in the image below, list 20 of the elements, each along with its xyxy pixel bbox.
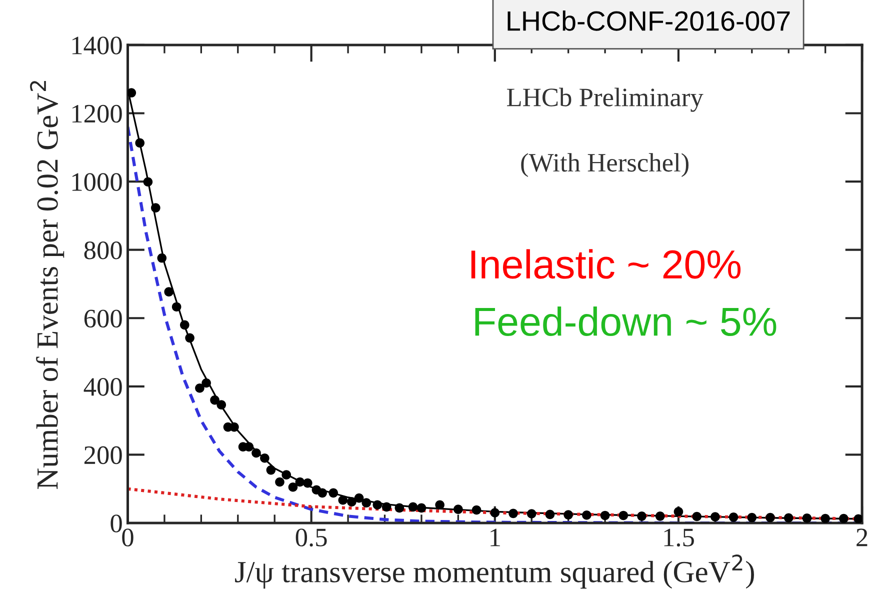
y-axis-title: Number of Events per 0.02 GeV$^{2}$ [30,81,64,490]
x-tick-label: 2 [856,528,868,546]
y-tick-label: 800 [84,241,122,260]
y-tick-label: 600 [84,310,122,328]
annotation: Inelastic ~ 20% [471,249,741,279]
y-tick-label: 200 [84,446,122,464]
annotation: (With Herschel) [521,153,688,178]
y-tick-label: 1200 [72,104,122,123]
y-tick-label: 400 [84,378,122,396]
annotation: LHCb Preliminary [507,88,704,112]
y-tick-label: 1400 [72,36,122,54]
text: LHCb-CONF-2016-007 [508,10,790,31]
x-axis-title: J/ψ transverse momentum squared (GeV$^{2}$) [235,554,754,589]
x-tick-label: 1 [490,528,500,546]
annotation: Feed-down ~ 5% [475,306,776,336]
x-tick-label: 0 [122,528,134,546]
y-tick-label: 0 [110,514,122,532]
y-tick-label: 1000 [72,173,122,191]
x-tick-label: 1.5 [664,528,694,547]
x-tick-label: 0.5 [296,528,327,547]
